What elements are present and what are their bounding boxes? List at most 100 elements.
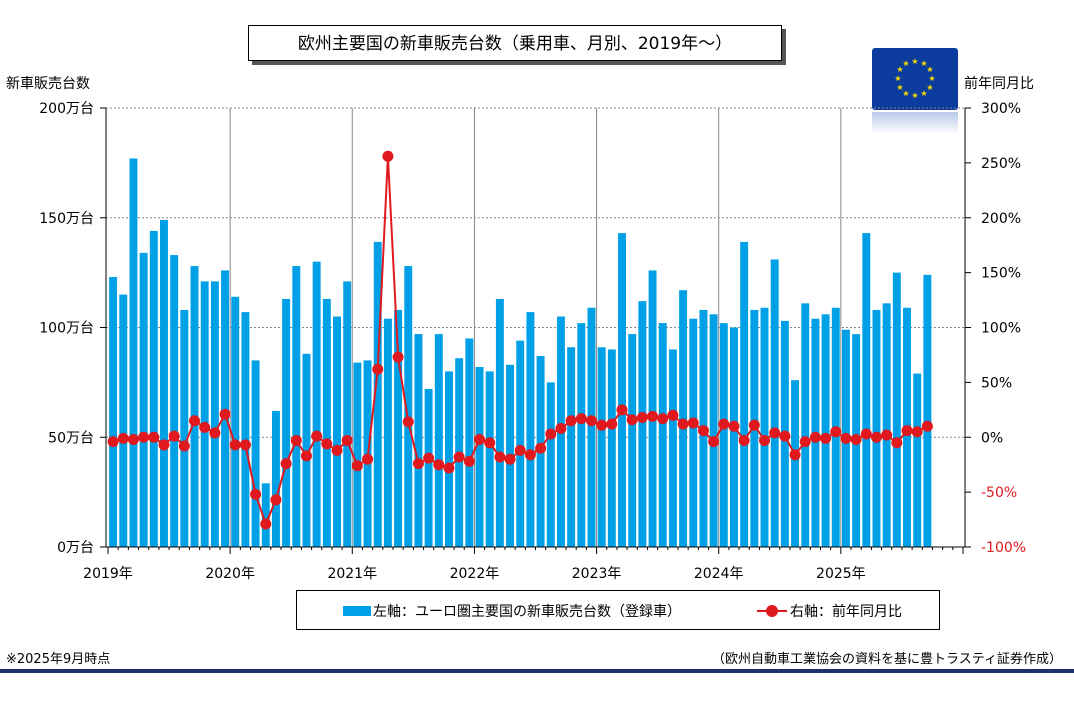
- bar-month: [577, 323, 586, 547]
- yoy-point: [850, 433, 862, 445]
- yoy-point: [606, 418, 618, 430]
- left-tick-label: 150万台: [39, 211, 94, 227]
- right-axis-title: 前年同月比: [964, 76, 1034, 92]
- svg-text:★: ★: [902, 89, 909, 98]
- yoy-point: [870, 431, 882, 443]
- bar-month: [770, 259, 779, 547]
- yoy-point: [504, 453, 516, 465]
- yoy-point: [443, 462, 455, 474]
- yoy-point: [657, 413, 669, 425]
- bar-month: [801, 303, 810, 547]
- yoy-point: [891, 437, 903, 449]
- yoy-point: [647, 410, 659, 422]
- right-tick-label: -100%: [981, 540, 1026, 556]
- bar-month: [638, 301, 647, 547]
- yoy-point: [290, 435, 302, 447]
- left-axis-title: 新車販売台数: [6, 76, 90, 92]
- yoy-point: [738, 435, 750, 447]
- year-label: 2022年: [450, 566, 500, 582]
- bar-month: [241, 312, 250, 547]
- yoy-point: [524, 449, 536, 461]
- bar-month: [740, 241, 749, 547]
- yoy-point: [555, 422, 567, 434]
- year-label: 2025年: [816, 566, 866, 582]
- yoy-point: [351, 460, 363, 472]
- yoy-point: [280, 458, 292, 470]
- yoy-point: [820, 432, 832, 444]
- yoy-point: [596, 419, 608, 431]
- yoy-point: [423, 452, 435, 464]
- right-tick-label: 300%: [981, 101, 1021, 117]
- yoy-point: [311, 430, 323, 442]
- bar-month: [333, 316, 341, 547]
- svg-text:★: ★: [926, 83, 933, 92]
- yoy-point: [789, 449, 801, 461]
- year-label: 2021年: [327, 566, 377, 582]
- yoy-point: [219, 408, 231, 420]
- year-label: 2024年: [694, 566, 744, 582]
- yoy-point: [138, 431, 150, 443]
- bar-month: [373, 241, 382, 547]
- eu-flag-icon: ★ ★ ★ ★ ★ ★ ★ ★ ★ ★ ★ ★: [872, 48, 958, 110]
- bar-month: [628, 334, 637, 547]
- bar-month: [282, 298, 291, 547]
- bar-month: [200, 281, 209, 547]
- yoy-point: [759, 435, 771, 447]
- source-note: （欧州自動車工業協会の資料を基に豊トラスティ証券作成）: [712, 652, 1062, 667]
- bar-month: [618, 233, 626, 548]
- svg-text:★: ★: [896, 83, 903, 92]
- yoy-point: [148, 431, 160, 443]
- yoy-point: [178, 440, 190, 452]
- bar-month: [414, 334, 423, 547]
- legend-swatch-line: [757, 604, 787, 618]
- yoy-point: [453, 451, 465, 463]
- right-tick-label: 250%: [981, 156, 1021, 172]
- yoy-point: [881, 429, 893, 441]
- svg-text:★: ★: [928, 74, 935, 83]
- yoy-point: [321, 438, 333, 450]
- year-label: 2020年: [205, 566, 255, 582]
- flag-reflection: [872, 112, 958, 134]
- bar-month: [383, 318, 392, 547]
- yoy-point: [687, 417, 699, 429]
- yoy-point: [412, 458, 424, 470]
- bar-month: [597, 347, 606, 547]
- bar-month: [251, 360, 260, 547]
- yoy-point: [229, 439, 241, 451]
- bar-month: [271, 410, 280, 547]
- yoy-point: [667, 409, 679, 421]
- svg-text:★: ★: [920, 89, 927, 98]
- yoy-point: [250, 488, 262, 500]
- bar-month: [119, 294, 128, 547]
- bar-month: [465, 338, 474, 547]
- yoy-point: [921, 420, 933, 432]
- bar-month: [404, 266, 413, 547]
- svg-text:★: ★: [896, 65, 903, 74]
- bar-month: [180, 309, 189, 547]
- yoy-point: [626, 414, 638, 426]
- yoy-point: [677, 418, 689, 430]
- right-tick-label: -50%: [981, 485, 1017, 501]
- yoy-point: [300, 450, 312, 462]
- legend-item-line: 右軸：前年同月比: [757, 601, 902, 621]
- bar-month: [495, 298, 504, 547]
- bar-month: [648, 270, 657, 547]
- bar-month: [882, 303, 891, 547]
- left-tick-label: 100万台: [39, 321, 94, 337]
- yoy-point: [708, 436, 720, 448]
- left-tick-label: 0万台: [57, 540, 94, 556]
- yoy-point: [362, 453, 374, 465]
- yoy-point: [769, 427, 781, 439]
- bar-month: [129, 158, 138, 548]
- yoy-point: [585, 415, 597, 427]
- yoy-point: [718, 418, 730, 430]
- bar-month: [434, 334, 443, 547]
- bar-month: [445, 371, 453, 547]
- yoy-point: [840, 432, 852, 444]
- footnote: ※2025年9月時点: [6, 652, 111, 667]
- yoy-point: [107, 436, 119, 448]
- svg-text:★: ★: [894, 74, 901, 83]
- bar-month: [892, 272, 901, 547]
- right-tick-label: 0%: [981, 430, 1003, 446]
- bar-month: [760, 307, 769, 547]
